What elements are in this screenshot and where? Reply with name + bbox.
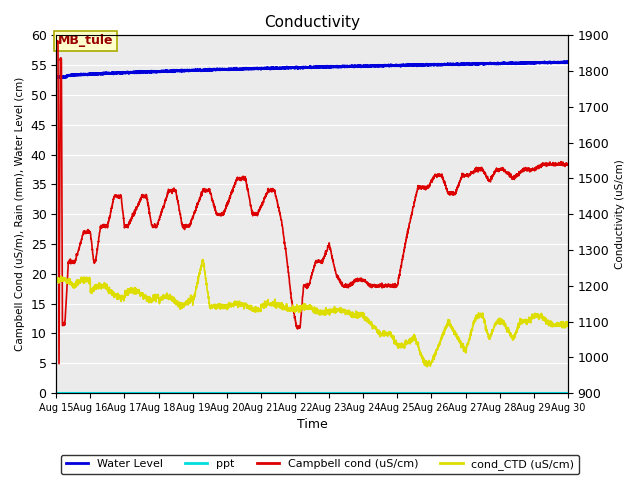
Title: Conductivity: Conductivity	[264, 15, 360, 30]
Legend: Water Level, ppt, Campbell cond (uS/cm), cond_CTD (uS/cm): Water Level, ppt, Campbell cond (uS/cm),…	[61, 455, 579, 474]
X-axis label: Time: Time	[297, 419, 328, 432]
Y-axis label: Campbell Cond (uS/m), Rain (mm), Water Level (cm): Campbell Cond (uS/m), Rain (mm), Water L…	[15, 77, 25, 351]
Y-axis label: Conductivity (uS/cm): Conductivity (uS/cm)	[615, 159, 625, 269]
Text: MB_tule: MB_tule	[58, 34, 113, 47]
